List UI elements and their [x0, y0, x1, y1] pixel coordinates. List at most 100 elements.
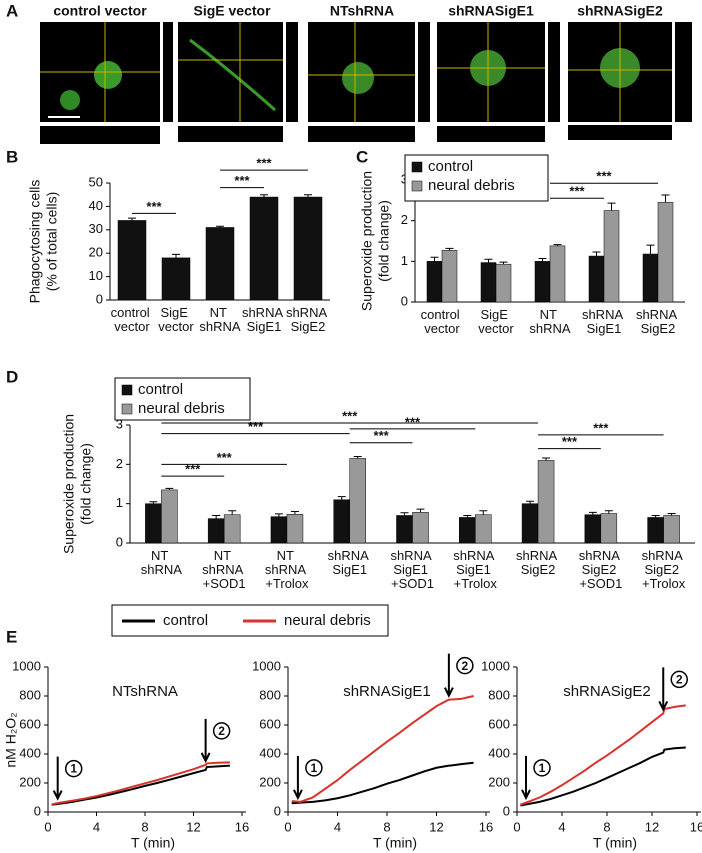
legend-box	[404, 154, 549, 202]
error-bar	[661, 194, 670, 203]
bar	[459, 517, 476, 544]
bar	[349, 458, 366, 544]
event-arrow	[443, 653, 454, 698]
line	[51, 764, 230, 806]
bar	[145, 503, 162, 544]
significance-label: ***	[256, 156, 272, 171]
bar	[647, 517, 664, 544]
image-title: shRNASigE2	[577, 3, 663, 19]
x-tick-label: shRNA SigE2	[636, 307, 680, 336]
event-label: 2	[462, 659, 469, 673]
error-bar	[416, 508, 425, 513]
error-bar	[430, 256, 439, 262]
event-badge	[533, 759, 551, 777]
bar	[657, 202, 674, 303]
error-bar	[479, 510, 488, 515]
x-tick-label: 12	[645, 819, 659, 834]
bar	[534, 261, 551, 303]
error-bar	[290, 511, 299, 515]
x-tick-label: SigE vector	[478, 307, 514, 336]
error-bar	[538, 257, 547, 262]
y-tick-label: 1000	[12, 658, 41, 673]
cell	[94, 61, 122, 89]
panel-label: E	[6, 627, 17, 646]
error-bar	[400, 512, 409, 516]
side-view	[418, 22, 430, 122]
significance-label: ***	[146, 199, 162, 214]
side-view	[178, 126, 283, 142]
x-tick-label: control vector	[111, 305, 154, 334]
error-bar	[588, 511, 597, 515]
significance-label: ***	[342, 408, 358, 423]
event-badge	[64, 759, 83, 778]
image-title: NTshRNA	[330, 3, 394, 19]
error-bar	[228, 510, 237, 515]
bar	[286, 514, 304, 544]
y-tick-label: 1000	[481, 658, 510, 673]
chart-title: shRNASigE2	[563, 683, 651, 700]
event-label: 2	[218, 724, 225, 738]
significance-label: ***	[234, 173, 250, 188]
side-view	[163, 22, 173, 122]
error-bar	[607, 202, 616, 211]
y-tick-label: 200	[19, 774, 41, 789]
side-view	[286, 22, 298, 122]
y-tick-label: 20	[89, 245, 103, 260]
bar	[603, 210, 620, 303]
bar	[412, 512, 429, 544]
significance-label: ***	[405, 414, 421, 429]
error-bar	[646, 244, 655, 255]
x-tick-label: 8	[603, 819, 610, 834]
significance-label: ***	[217, 450, 233, 465]
x-tick-label: 12	[186, 819, 200, 834]
significance-label: ***	[596, 169, 612, 184]
bar	[396, 515, 413, 544]
image-title: shRNASigE1	[448, 3, 534, 19]
legend-swatch	[121, 384, 133, 396]
x-tick-label: 0	[44, 819, 51, 834]
error-bar	[484, 258, 493, 263]
image-title: SigE vector	[193, 3, 271, 19]
x-axis-label: T (min)	[131, 835, 175, 851]
x-tick-label: shRNA SigE1	[582, 307, 626, 336]
panel-label: C	[356, 147, 368, 166]
bar	[521, 503, 539, 544]
y-tick-label: 400	[488, 745, 510, 760]
x-tick-label: 16	[690, 819, 702, 834]
legend-label: control	[138, 381, 183, 398]
error-bar	[542, 457, 551, 461]
y-tick-label: 50	[89, 174, 103, 189]
y-tick-label: 3	[401, 171, 408, 186]
x-tick-label: control vector	[421, 307, 464, 336]
significance-label: ***	[562, 434, 578, 449]
side-view	[40, 126, 160, 144]
chart-title: shRNASigE1	[343, 683, 431, 700]
x-tick-label: shRNA SigE2	[286, 305, 330, 334]
y-tick-label: 40	[89, 198, 103, 213]
y-axis-label: Superoxide production	[61, 414, 77, 554]
bar	[584, 514, 602, 544]
legend-label: neural debris	[428, 177, 515, 194]
y-tick-label: 0	[96, 291, 103, 306]
panel-label: B	[6, 147, 18, 166]
bar	[333, 499, 350, 544]
error-bar	[165, 487, 174, 490]
y-tick-label: 0	[34, 803, 41, 818]
side-view	[437, 126, 545, 142]
x-axis-label: T (min)	[593, 835, 637, 851]
event-label: 1	[311, 761, 318, 775]
panel-label: D	[6, 367, 18, 386]
legend-label: control	[163, 612, 208, 629]
event-badge	[456, 656, 474, 675]
significance-label: ***	[569, 184, 585, 199]
x-tick-label: NT shRNA	[529, 307, 571, 336]
legend-swatch	[411, 180, 423, 192]
x-tick-label: shRNA SigE2 +Trolox	[642, 548, 686, 591]
x-tick-label: NT shRNA	[199, 305, 241, 334]
y-tick-label: 800	[19, 687, 41, 702]
y-tick-label: 600	[488, 716, 510, 731]
legend-label: neural debris	[284, 612, 371, 629]
error-bar	[260, 194, 268, 198]
y-tick-label: 200	[488, 774, 510, 789]
